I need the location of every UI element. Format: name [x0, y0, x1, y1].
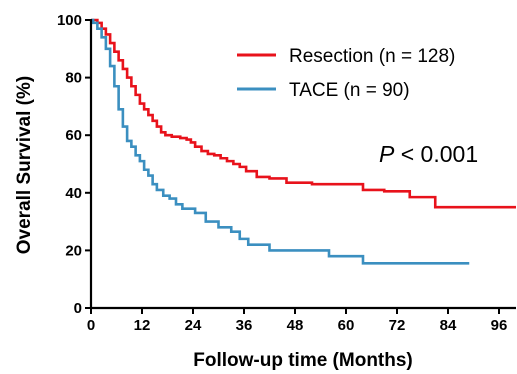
- y-tick-label-80: 80: [65, 70, 82, 87]
- axes-layer: [89, 19, 516, 310]
- p-value-symbol: P: [379, 141, 395, 167]
- y-axis-title: Overall Survival (%): [14, 76, 35, 254]
- y-tick-label-20: 20: [65, 242, 82, 259]
- x-tick-label-24: 24: [185, 317, 202, 334]
- legend: Resection (n = 128) TACE (n = 90): [237, 46, 455, 101]
- x-tick-label-84: 84: [440, 317, 457, 334]
- x-tick-label-72: 72: [389, 317, 406, 334]
- x-tick-label-60: 60: [338, 317, 355, 334]
- ticks-layer: 0 20 40 60 80 100 0 12 24 36 48 60 72 84 96: [57, 12, 507, 334]
- x-tick-label-12: 12: [134, 317, 151, 334]
- legend-label-tace: TACE (n = 90): [289, 80, 410, 101]
- p-value-text: < 0.001: [394, 141, 478, 167]
- series-line-tace: [91, 18, 470, 265]
- x-tick-label-96: 96: [491, 317, 508, 334]
- x-axis-title: Follow-up time (Months): [193, 350, 413, 371]
- series-layer: [91, 18, 516, 265]
- legend-label-resection: Resection (n = 128): [289, 46, 455, 67]
- x-tick-label-36: 36: [236, 317, 253, 334]
- x-tick-label-0: 0: [87, 317, 95, 334]
- x-tick-label-48: 48: [287, 317, 304, 334]
- y-tick-label-100: 100: [57, 12, 82, 29]
- series-line-resection: [91, 18, 516, 209]
- y-tick-label-60: 60: [65, 127, 82, 144]
- p-value-annotation: P < 0.001: [379, 141, 478, 167]
- y-tick-label-40: 40: [65, 185, 82, 202]
- y-tick-label-0: 0: [74, 300, 82, 317]
